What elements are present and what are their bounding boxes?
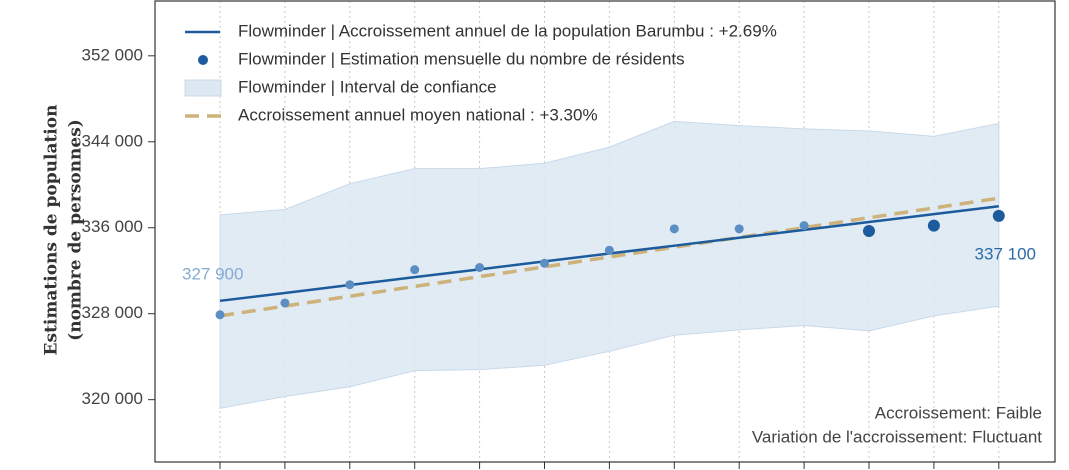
y-tick-label: 336 000 [82, 217, 143, 236]
y-tick-label: 352 000 [82, 45, 143, 64]
data-point [345, 280, 355, 290]
y-tick-label: 344 000 [82, 131, 143, 150]
data-point [992, 209, 1005, 222]
legend-label: Flowminder | Estimation mensuelle du nom… [238, 49, 685, 68]
data-point [410, 265, 420, 275]
legend-swatch [198, 55, 208, 65]
data-point [669, 224, 679, 234]
note: Accroissement: Faible [875, 403, 1042, 422]
data-point [215, 310, 225, 320]
data-point [863, 224, 875, 237]
data-point [604, 245, 614, 255]
data-point [927, 219, 940, 232]
annotation: 327 900 [182, 264, 243, 283]
data-point [540, 258, 549, 268]
y-axis-label: (nombre de personnes) [66, 119, 86, 341]
note: Variation de l'accroissement: Fluctuant [752, 427, 1042, 446]
data-point [280, 298, 290, 308]
y-tick-label: 320 000 [82, 389, 143, 408]
plot-frame [154, 0, 1056, 463]
y-tick-label: 328 000 [82, 303, 143, 322]
data-point [799, 221, 809, 231]
legend-swatch [184, 79, 222, 97]
annotation: 337 100 [975, 244, 1036, 263]
y-axis-label: Estimations de population [42, 105, 62, 356]
data-point [475, 262, 485, 272]
legend-label: Flowminder | Accroissement annuel de la … [238, 21, 777, 40]
legend-label: Flowminder | Interval de confiance [238, 77, 497, 96]
confidence-band [219, 120, 1000, 409]
legend-label: Accroissement annuel moyen national : +3… [238, 105, 598, 124]
data-point [734, 224, 744, 234]
